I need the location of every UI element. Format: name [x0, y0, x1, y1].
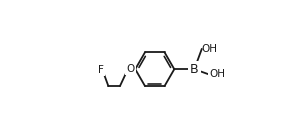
Text: OH: OH: [209, 69, 225, 79]
Text: OH: OH: [202, 44, 218, 54]
Text: O: O: [127, 64, 135, 74]
Text: B: B: [190, 63, 199, 76]
Text: F: F: [98, 65, 104, 75]
